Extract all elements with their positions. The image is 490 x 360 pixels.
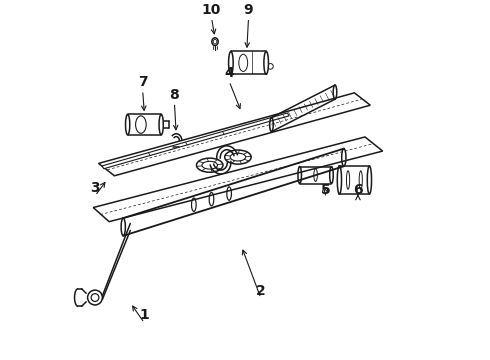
Text: 3: 3 bbox=[90, 181, 100, 195]
Polygon shape bbox=[123, 149, 344, 236]
Text: 5: 5 bbox=[321, 183, 331, 197]
Polygon shape bbox=[98, 93, 370, 176]
Ellipse shape bbox=[229, 51, 233, 74]
Text: 2: 2 bbox=[256, 284, 266, 298]
Ellipse shape bbox=[159, 114, 163, 135]
Text: 6: 6 bbox=[353, 183, 363, 197]
Ellipse shape bbox=[125, 114, 130, 135]
Text: 8: 8 bbox=[170, 88, 179, 102]
Text: 10: 10 bbox=[202, 3, 221, 17]
Polygon shape bbox=[102, 113, 289, 169]
Text: 7: 7 bbox=[138, 75, 147, 89]
Text: 1: 1 bbox=[140, 308, 149, 322]
Ellipse shape bbox=[264, 51, 269, 74]
Text: 9: 9 bbox=[244, 3, 253, 17]
Polygon shape bbox=[93, 137, 383, 222]
Text: 4: 4 bbox=[224, 67, 234, 81]
